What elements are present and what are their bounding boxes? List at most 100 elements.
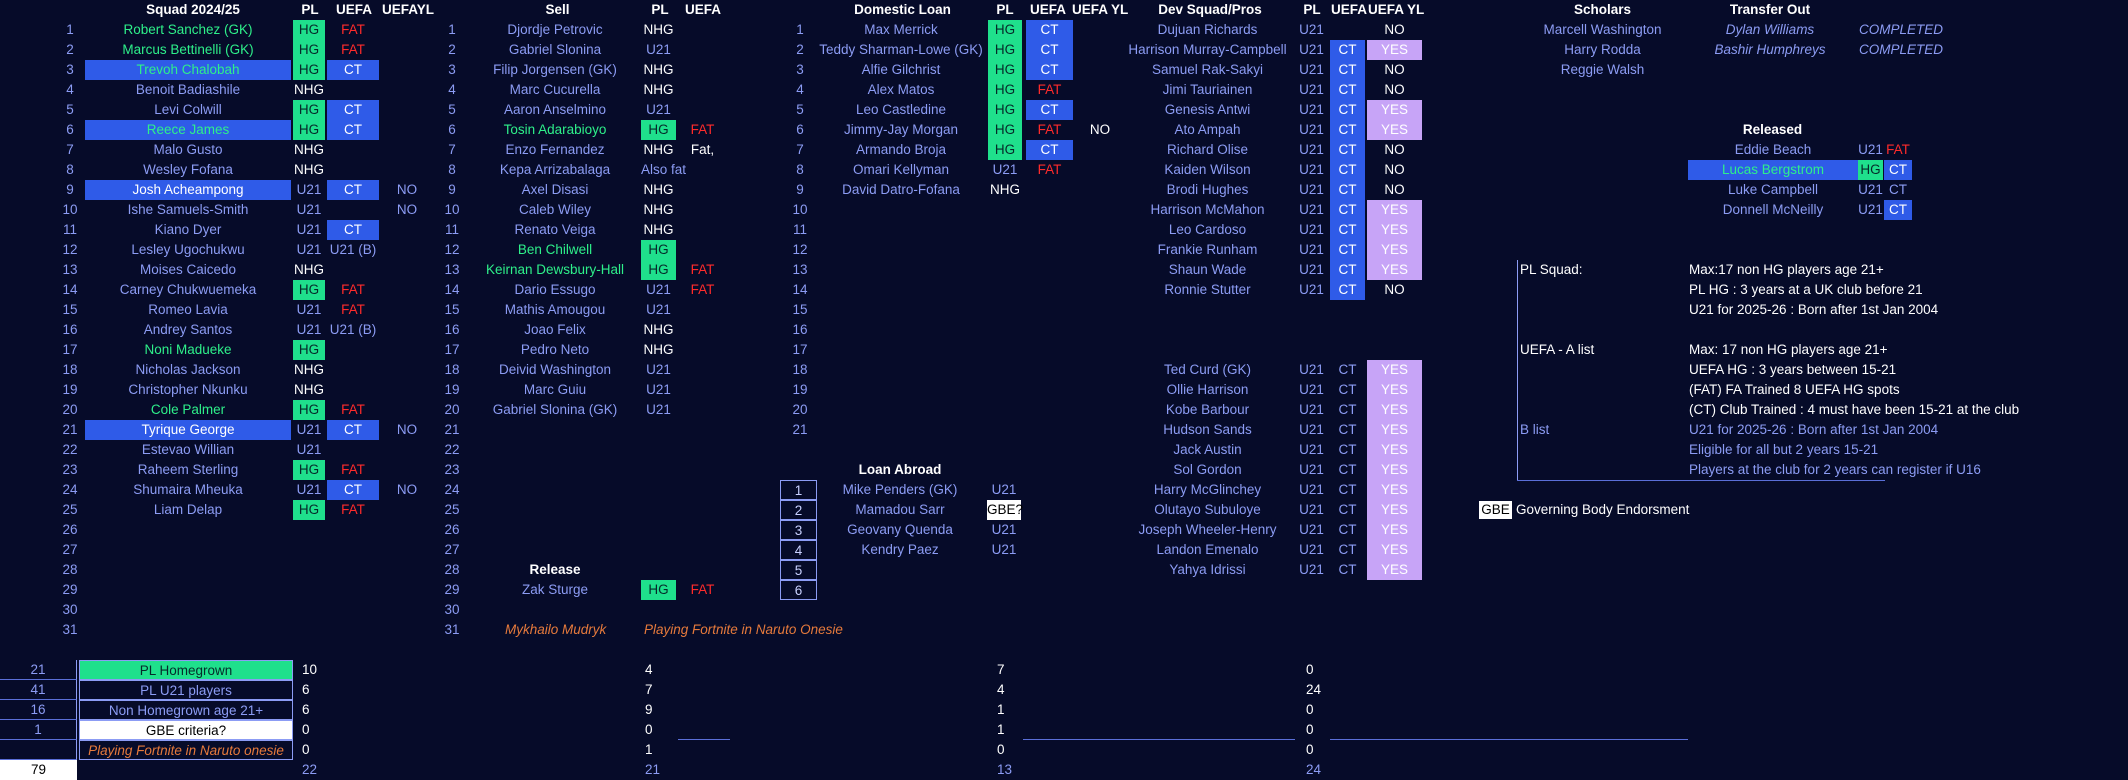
domestic-pl-status[interactable]: HG [988,100,1022,120]
dev-pl-status[interactable]: U21 [1299,522,1324,537]
sell-uefa-status[interactable] [680,500,725,520]
sell-row-number[interactable]: 29 [444,582,460,597]
dev-uefa-status[interactable]: CT [1330,160,1365,180]
dev-player-name[interactable]: Shaun Wade [1168,262,1247,277]
sell-pl-status[interactable]: NHG [643,62,674,77]
squad-row-number[interactable]: 20 [62,402,78,417]
sell-row-number[interactable]: 23 [444,462,460,477]
squad-uefa-status[interactable]: FAT [341,282,365,297]
squad-pl-status[interactable] [293,520,325,540]
sell-pl-status[interactable] [641,520,676,540]
squad-uefa-yl-status[interactable] [382,160,432,180]
sell-row-number[interactable]: 8 [448,162,456,177]
scholars-header[interactable]: Scholars [1573,2,1632,17]
dev-pl-status[interactable]: U21 [1299,122,1324,137]
domestic-header-domestic-loan[interactable]: Domestic Loan [854,2,951,17]
summary-count[interactable] [0,740,77,760]
dev-pl-status[interactable]: U21 [1299,422,1324,437]
loan-abroad-pl-status[interactable]: U21 [991,522,1017,537]
dev-pl-status[interactable]: U21 [1299,162,1324,177]
rules-text[interactable]: UEFA HG : 3 years between 15-21 [1689,362,1897,377]
squad-uefa-yl-status[interactable] [382,580,432,600]
sell-player-name[interactable]: Djordje Petrovic [507,22,603,37]
squad-uefa-status[interactable]: FAT [341,22,365,37]
released-player-name[interactable]: Eddie Beach [1734,142,1812,157]
dev-pl-status[interactable]: U21 [1299,82,1324,97]
released-pl-status[interactable]: U21 [1858,202,1883,217]
squad-player-name[interactable] [85,520,291,540]
squad-uefa-status[interactable]: FAT [341,42,365,57]
squad-row-number[interactable]: 19 [62,382,78,397]
squad-row-number[interactable]: 8 [66,162,74,177]
dev-uefa-status[interactable]: CT [1330,100,1365,120]
squad-row-number[interactable]: 7 [66,142,74,157]
domestic-row-number[interactable]: 9 [796,182,804,197]
sell-pl-status[interactable]: HG [641,240,676,260]
squad-uefa-status[interactable]: U21 (B) [329,242,377,257]
dev-uefa-yl-status[interactable]: NO [1384,182,1405,197]
loan-abroad-player-name[interactable]: Mike Penders (GK) [842,482,958,497]
sell-uefa-status[interactable] [680,80,725,100]
sell-uefa-status[interactable] [680,420,725,440]
sell-player-name[interactable] [470,600,640,620]
sell-player-name[interactable]: Joao Felix [524,322,586,337]
released-uefa-status[interactable]: FAT [1886,142,1910,157]
squad-uefa-yl-status[interactable] [382,220,432,240]
sell-uefa-status[interactable]: FAT [690,262,715,277]
sell-uefa-status[interactable] [680,180,725,200]
released-header[interactable]: Released [1742,122,1803,137]
summary-column-total[interactable]: 13 [997,762,1013,777]
sell-row-number[interactable]: 24 [444,482,460,497]
dev-uefa-yl-status[interactable]: YES [1367,440,1422,460]
summary-dev-value[interactable]: 0 [1306,722,1314,737]
squad-pl-status[interactable]: NHG [294,162,324,177]
rules-text[interactable]: U21 for 2025-26 : Born after 1st Jan 200… [1689,422,1939,437]
squad-player-name[interactable] [85,600,291,620]
squad-row-number[interactable]: 30 [62,602,78,617]
dev-uefa-status[interactable]: CT [1338,382,1357,397]
sell-pl-status[interactable] [641,540,676,560]
loan-abroad-pl-status[interactable]: GBE? [987,500,1023,520]
squad-player-name[interactable]: Noni Madueke [144,342,232,357]
sell-player-name[interactable]: Keirnan Dewsbury-Hall [485,262,625,277]
sell-pl-status[interactable]: HG [641,580,676,600]
dev-uefa-status[interactable]: CT [1330,140,1365,160]
loan-abroad-player-name[interactable] [830,560,970,580]
loan-abroad-pl-status[interactable]: U21 [991,482,1017,497]
dev-pl-status[interactable]: U21 [1299,442,1324,457]
sell-uefa-status[interactable] [680,320,725,340]
squad-player-name[interactable]: Kiano Dyer [154,222,222,237]
squad-pl-status[interactable] [293,620,325,640]
squad-pl-status[interactable]: NHG [294,82,324,97]
squad-uefa-status[interactable] [327,260,379,280]
sell-row-number[interactable]: 30 [444,602,460,617]
released-uefa-status[interactable]: CT [1884,200,1912,220]
squad-row-number[interactable]: 5 [66,102,74,117]
dev-uefa-status[interactable]: CT [1330,220,1365,240]
squad-player-name[interactable]: Christopher Nkunku [128,382,248,397]
dev-player-name[interactable]: Jimi Tauriainen [1162,82,1253,97]
domestic-row-number[interactable]: 8 [796,162,804,177]
squad-uefa-status[interactable]: FAT [341,402,365,417]
domestic-row-number[interactable]: 4 [796,82,804,97]
squad-uefa-yl-status[interactable] [382,240,432,260]
dev-player-name[interactable]: Ted Curd (GK) [1163,362,1252,377]
sell-player-name[interactable]: Mykhailo Mudryk [505,622,607,637]
squad-pl-status[interactable]: HG [293,20,325,40]
domestic-player-name[interactable]: Alfie Gilchrist [861,62,941,77]
sell-player-name[interactable]: Zak Sturge [521,582,589,597]
squad-pl-status[interactable]: HG [293,340,325,360]
sell-player-name[interactable]: Renato Veiga [514,222,596,237]
squad-row-number[interactable]: 21 [62,422,78,437]
squad-pl-status[interactable]: U21 [296,242,322,257]
squad-player-name[interactable]: Tyrique George [85,420,291,440]
domestic-uefa-yl-status[interactable] [1076,100,1124,120]
domestic-pl-status[interactable]: HG [988,120,1022,140]
sell-row-number[interactable]: 20 [444,402,460,417]
domestic-uefa-status[interactable]: CT [1026,140,1073,160]
dev-uefa-status[interactable]: CT [1338,362,1357,377]
gbe-legend-tag[interactable]: GBE [1479,501,1512,519]
dev-pl-status[interactable]: U21 [1299,562,1324,577]
squad-row-number[interactable]: 24 [62,482,78,497]
sell-pl-status[interactable]: U21 [646,102,671,117]
